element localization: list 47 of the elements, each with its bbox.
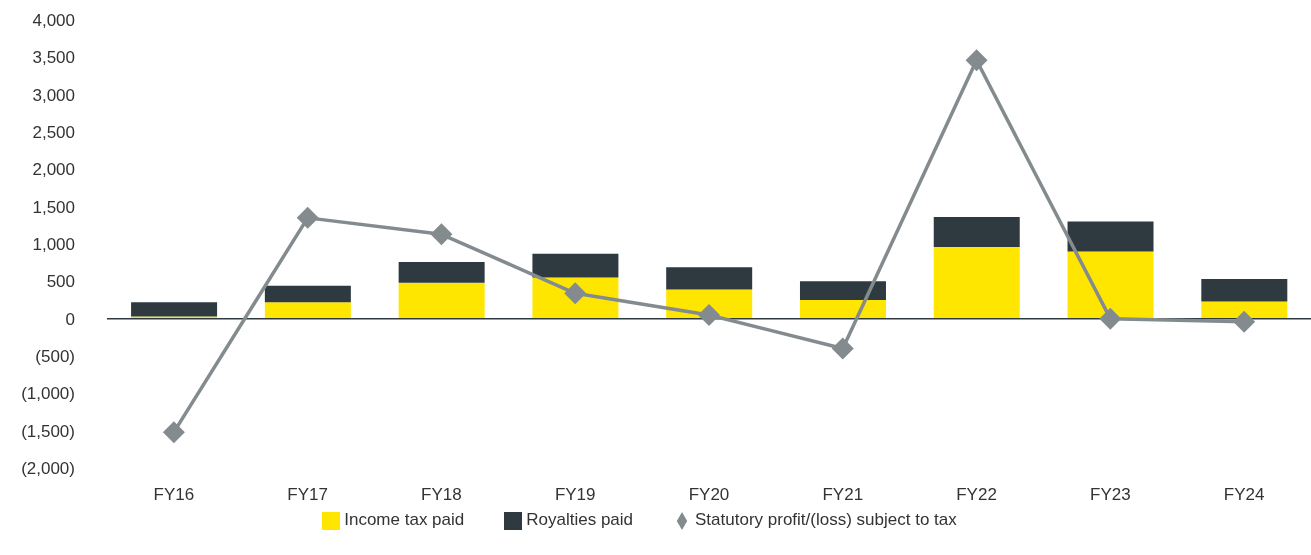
x-tick-label: FY23 (1090, 485, 1131, 505)
bar (131, 302, 218, 317)
x-tick-label: FY21 (822, 485, 864, 505)
bar (398, 282, 485, 319)
bar (933, 217, 1020, 247)
bar (398, 261, 485, 283)
x-tick-label: FY17 (287, 485, 328, 505)
y-tick-label: 3,500 (32, 48, 75, 68)
bar (799, 281, 886, 300)
bar (1201, 279, 1288, 302)
legend-label: Royalties paid (526, 510, 634, 529)
point (965, 49, 988, 72)
point (1099, 307, 1122, 330)
bar (666, 267, 753, 290)
y-tick-label: (2,000) (21, 459, 75, 479)
bar (1201, 301, 1288, 319)
y-tick-label: 4,000 (32, 11, 75, 31)
legend-label: Income tax paid (344, 510, 465, 529)
bar (532, 253, 619, 278)
point (831, 337, 854, 360)
bar (799, 300, 886, 319)
legend-label: Statutory profit/(loss) subject to tax (695, 510, 957, 529)
y-tick-label: (1,500) (21, 421, 75, 441)
y-tick-label: 2,500 (32, 123, 75, 143)
point (162, 421, 185, 444)
x-tick-label: FY19 (554, 485, 596, 505)
y-tick-label: 500 (46, 272, 75, 292)
bar (264, 302, 351, 319)
y-tick-label: (500) (35, 347, 75, 367)
y-tick-label: (1,000) (21, 384, 75, 404)
x-tick-label: FY22 (956, 485, 997, 505)
point (296, 206, 319, 229)
y-tick-label: 2,000 (32, 160, 75, 180)
x-tick-label: FY18 (421, 485, 462, 505)
x-tick-label: FY24 (1223, 485, 1265, 505)
bar (264, 285, 351, 303)
y-tick-label: 1,000 (32, 235, 75, 255)
y-tick-label: 1,500 (32, 197, 75, 217)
x-tick-label: FY20 (688, 485, 730, 505)
y-tick-label: 0 (65, 309, 75, 329)
bar (1067, 221, 1154, 252)
bar (933, 246, 1020, 319)
point (430, 223, 453, 246)
point (1233, 310, 1256, 333)
bar (1067, 251, 1154, 319)
x-tick-label: FY16 (153, 485, 195, 505)
y-tick-label: 3,000 (32, 85, 75, 105)
